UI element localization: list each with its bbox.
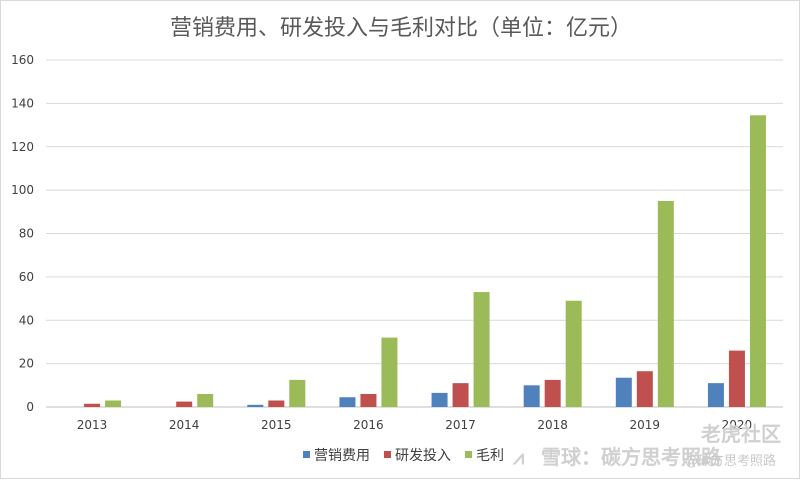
- legend-label-s2: 毛利: [476, 448, 504, 464]
- legend-swatch-s0: [303, 451, 310, 458]
- bar-2017-s0: [431, 392, 448, 407]
- x-tick-label-2016: 2016: [353, 418, 384, 432]
- y-tick-label-80: 80: [19, 227, 34, 241]
- bar-2020-s2: [749, 115, 766, 407]
- watermark-handle: @碳方思考照路: [685, 453, 776, 469]
- bar-2016-s1: [360, 393, 377, 407]
- x-axis-ticks: 2013 2014 2015 2016 2017 2018 2019 2020: [77, 418, 752, 432]
- y-tick-label-120: 120: [11, 140, 34, 154]
- bar-2020-s0: [707, 383, 724, 407]
- bar-2014-s2: [197, 393, 214, 407]
- legend-swatch-s1: [384, 451, 391, 458]
- y-tick-label-140: 140: [11, 96, 34, 110]
- x-tick-label-2020: 2020: [722, 418, 753, 432]
- bar-2018-s0: [523, 385, 540, 407]
- bar-2019-s2: [657, 200, 674, 407]
- legend-swatch-s2: [465, 451, 472, 458]
- bar-2019-s1: [636, 371, 653, 407]
- bar-2020-s1: [728, 350, 745, 407]
- x-tick-label-2019: 2019: [630, 418, 661, 432]
- bar-2017-s1: [452, 383, 469, 407]
- legend: 营销费用 研发投入 毛利: [303, 448, 504, 464]
- bar-2018-s2: [565, 300, 582, 407]
- watermark-laohu: 老虎社区: [701, 422, 781, 446]
- watermark-glyph: ⩘: [512, 445, 525, 469]
- bar-2017-s2: [473, 292, 490, 407]
- y-tick-label-0: 0: [26, 400, 34, 414]
- y-tick-label-60: 60: [19, 270, 34, 284]
- watermark-xueqiu: 雪球：碳方思考照路: [541, 445, 722, 469]
- bar-2015-s0: [247, 404, 264, 407]
- x-tick-label-2018: 2018: [537, 418, 568, 432]
- y-tick-label-40: 40: [19, 313, 34, 327]
- bar-2013-s2: [105, 400, 122, 407]
- x-tick-label-2017: 2017: [445, 418, 476, 432]
- watermark: ⩘ 雪球：碳方思考照路 老虎社区 @碳方思考照路: [512, 422, 781, 469]
- bar-2016-s0: [339, 397, 356, 407]
- legend-label-s0: 营销费用: [314, 448, 370, 464]
- x-tick-label-2013: 2013: [77, 418, 108, 432]
- y-tick-label-100: 100: [11, 183, 34, 197]
- y-tick-label-160: 160: [11, 53, 34, 67]
- bar-2015-s2: [289, 379, 306, 407]
- chart-title: 营销费用、研发投入与毛利对比（单位：亿元）: [170, 16, 632, 41]
- bar-2015-s1: [268, 400, 285, 407]
- grid-layer: [46, 59, 783, 408]
- x-tick-label-2015: 2015: [261, 418, 292, 432]
- bar-2018-s1: [544, 379, 561, 407]
- legend-label-s1: 研发投入: [395, 448, 451, 464]
- bar-2016-s2: [381, 337, 398, 407]
- y-tick-label-20: 20: [19, 357, 34, 371]
- y-axis-ticks: 0 20 40 60 80 100 120 140 160: [11, 53, 34, 414]
- bar-layer: [84, 115, 766, 407]
- bar-2013-s1: [84, 403, 101, 407]
- x-tick-label-2014: 2014: [169, 418, 200, 432]
- bar-2019-s0: [615, 377, 632, 407]
- bar-2014-s1: [176, 401, 193, 407]
